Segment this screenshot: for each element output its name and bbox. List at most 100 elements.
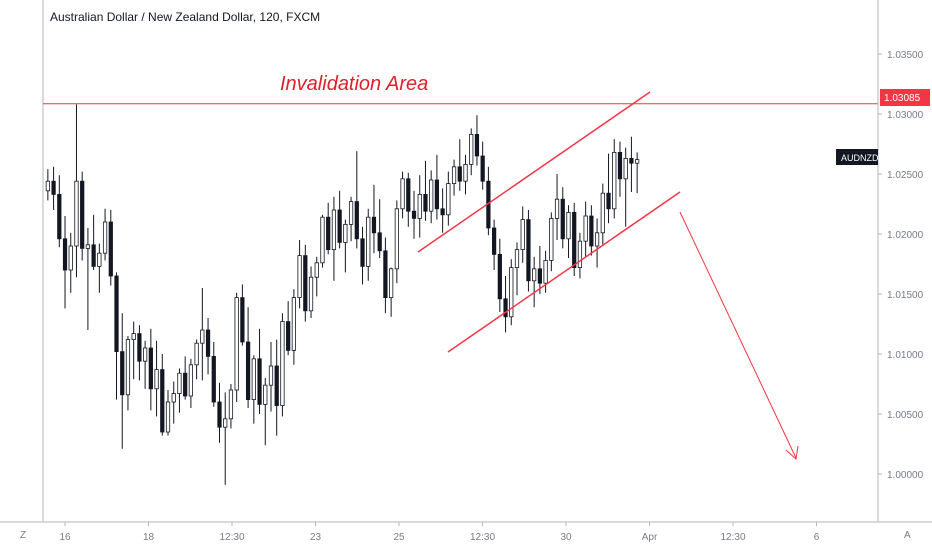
candle[interactable] — [217, 382, 222, 443]
projection-arrow-line[interactable] — [679, 211, 797, 459]
candle[interactable] — [463, 154, 468, 195]
candle[interactable] — [154, 340, 159, 417]
candle[interactable] — [263, 378, 268, 446]
candle[interactable] — [280, 313, 285, 417]
candle[interactable] — [635, 152, 640, 194]
candle[interactable] — [308, 266, 314, 318]
candle[interactable] — [429, 170, 434, 224]
candle[interactable] — [532, 256, 537, 308]
candle[interactable] — [537, 246, 542, 294]
candle[interactable] — [125, 336, 131, 411]
candle[interactable] — [343, 219, 348, 273]
candle[interactable] — [85, 228, 91, 330]
candle[interactable] — [503, 276, 508, 333]
candle[interactable] — [160, 354, 165, 436]
candle[interactable] — [143, 340, 148, 389]
candle[interactable] — [331, 196, 337, 281]
candle[interactable] — [600, 183, 605, 246]
candle[interactable] — [594, 218, 600, 268]
candle[interactable] — [514, 242, 520, 296]
candle[interactable] — [554, 174, 560, 240]
candle[interactable] — [57, 175, 62, 248]
candle[interactable] — [200, 288, 205, 381]
candle[interactable] — [440, 188, 445, 233]
candle[interactable] — [469, 128, 474, 176]
channel-lower-line[interactable] — [447, 191, 681, 353]
candle[interactable] — [457, 139, 462, 191]
candle[interactable] — [394, 200, 399, 284]
candle[interactable] — [251, 355, 256, 424]
candle[interactable] — [497, 238, 502, 312]
candle[interactable] — [223, 392, 228, 485]
candle[interactable] — [629, 136, 634, 192]
candle[interactable] — [366, 208, 371, 281]
candle[interactable] — [131, 321, 136, 380]
candle[interactable] — [240, 284, 245, 346]
auto-scale-toggle[interactable]: A — [904, 530, 911, 541]
candle[interactable] — [577, 232, 583, 279]
candle[interactable] — [80, 171, 85, 261]
candle[interactable] — [177, 368, 182, 413]
candle[interactable] — [314, 256, 319, 297]
candle[interactable] — [451, 159, 457, 196]
candle[interactable] — [120, 313, 125, 449]
candle[interactable] — [526, 210, 531, 292]
candle[interactable] — [371, 184, 377, 254]
candle[interactable] — [211, 342, 216, 407]
log-toggle-left[interactable]: Z — [20, 530, 27, 541]
candle[interactable] — [194, 339, 199, 380]
price-axis[interactable]: 1.03500 1.03000 1.02500 1.02000 1.01500 1.010… — [877, 0, 924, 522]
candle[interactable] — [297, 240, 302, 309]
candle[interactable] — [165, 390, 171, 436]
candle[interactable] — [245, 307, 251, 408]
candle[interactable] — [389, 267, 394, 317]
candle[interactable] — [606, 153, 611, 224]
candle[interactable] — [486, 166, 491, 236]
candle[interactable] — [354, 151, 359, 249]
candle[interactable] — [572, 202, 577, 276]
candle[interactable] — [543, 250, 548, 293]
candle[interactable] — [268, 342, 274, 412]
candle[interactable] — [228, 384, 234, 429]
candle[interactable] — [148, 328, 153, 411]
candle[interactable] — [286, 301, 291, 356]
candle[interactable] — [406, 172, 411, 227]
candle[interactable] — [171, 381, 176, 424]
candle[interactable] — [337, 190, 342, 249]
candle[interactable] — [520, 206, 525, 263]
candle[interactable] — [102, 208, 108, 261]
candle[interactable] — [617, 141, 623, 197]
candle[interactable] — [326, 202, 331, 255]
candle[interactable] — [549, 212, 554, 272]
candle[interactable] — [417, 175, 422, 238]
candle[interactable] — [348, 196, 354, 242]
candle[interactable] — [234, 292, 239, 402]
candle[interactable] — [91, 214, 96, 270]
channel-upper-line[interactable] — [417, 91, 651, 253]
candle[interactable] — [303, 244, 308, 322]
candle[interactable] — [188, 358, 194, 408]
candle[interactable] — [51, 166, 56, 210]
candle[interactable] — [114, 272, 119, 400]
candle[interactable] — [68, 232, 73, 293]
candle[interactable] — [74, 104, 79, 278]
candle[interactable] — [446, 171, 451, 226]
candle[interactable] — [377, 199, 382, 258]
candle[interactable] — [137, 325, 142, 381]
candle[interactable] — [566, 205, 571, 258]
candle[interactable] — [274, 339, 279, 436]
candle[interactable] — [623, 147, 628, 227]
candle[interactable] — [360, 226, 365, 285]
candle[interactable] — [589, 205, 594, 256]
candle[interactable] — [257, 328, 262, 414]
candle[interactable] — [383, 237, 388, 314]
candle[interactable] — [423, 160, 428, 221]
candle[interactable] — [205, 318, 211, 375]
candle[interactable] — [491, 219, 497, 270]
candle[interactable] — [108, 210, 113, 286]
candle[interactable] — [509, 259, 514, 326]
candle[interactable] — [583, 201, 588, 257]
candle[interactable] — [480, 141, 485, 190]
time-axis[interactable]: 16 18 12:30 23 25 12:30 30 Apr 12:30 6 — [0, 521, 932, 543]
